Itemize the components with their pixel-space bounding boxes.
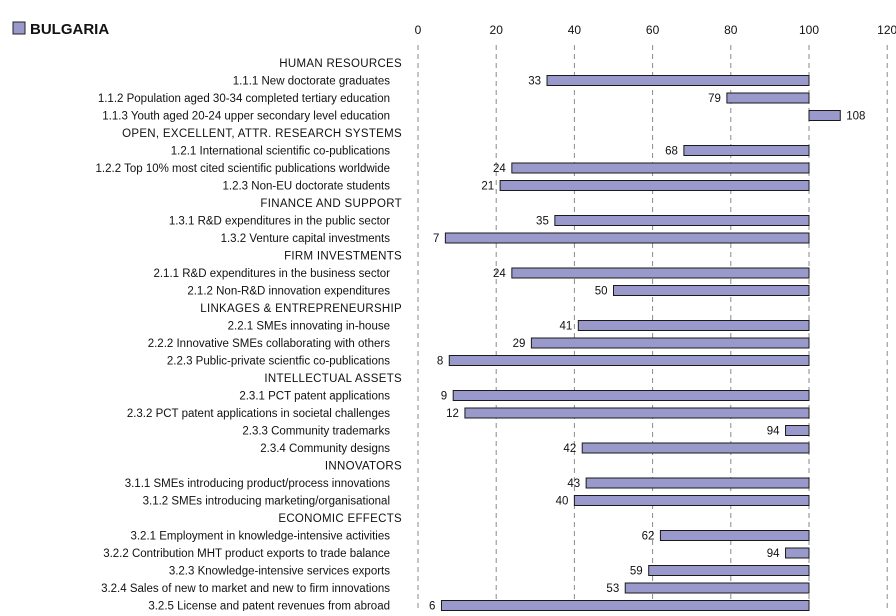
section-header: INTELLECTUAL ASSETS [264,373,402,385]
value-label: 79 [708,93,721,105]
row-label: 2.3.2 PCT patent applications in societa… [127,408,390,420]
value-label: 8 [437,356,443,368]
value-label: 94 [767,548,780,560]
row-label: 1.2.3 Non-EU doctorate students [223,181,391,193]
bar [512,163,809,173]
bar [449,356,809,366]
bar [649,566,809,576]
row-label: 2.2.3 Public-private scientfic co-public… [167,356,390,368]
row-label: 2.1.1 R&D expenditures in the business s… [153,268,390,280]
value-label: 40 [556,496,569,508]
section-header: INNOVATORS [325,461,402,473]
bar [660,531,809,541]
bar [582,443,809,453]
value-label: 53 [606,583,619,595]
value-label: 29 [513,338,526,350]
bar [555,216,809,226]
bar [786,426,809,436]
bar [453,391,809,401]
x-tick-label: 20 [490,23,504,37]
chart-title: BULGARIA [30,21,109,38]
bar [574,496,809,506]
row-label: 3.2.5 License and patent revenues from a… [148,601,390,612]
value-label: 21 [481,181,494,193]
value-label: 62 [642,531,655,543]
row-label: 3.2.4 Sales of new to market and new to … [101,583,390,595]
row-label: 2.3.1 PCT patent applications [239,391,390,403]
row-label: 3.1.2 SMEs introducing marketing/organis… [143,496,390,508]
row-label: 1.2.1 International scientific co-public… [171,146,391,158]
value-label: 94 [767,426,780,438]
row-label: 2.3.4 Community designs [260,443,390,455]
row-label: 2.2.2 Innovative SMEs collaborating with… [148,338,391,350]
value-label: 42 [563,443,576,455]
value-label: 24 [493,163,506,175]
value-label: 50 [595,286,608,298]
x-tick-label: 100 [799,23,819,37]
row-label: 2.1.2 Non-R&D innovation expenditures [187,286,390,298]
row-label: 3.2.1 Employment in knowledge-intensive … [130,531,390,543]
value-label: 24 [493,268,506,280]
value-label: 43 [567,478,580,490]
row-label: 3.2.3 Knowledge-intensive services expor… [169,566,390,578]
row-label: 1.1.1 New doctorate graduates [233,76,391,88]
section-header: HUMAN RESOURCES [279,58,402,70]
bar [441,601,809,611]
bar [547,76,809,86]
row-label: 3.1.1 SMEs introducing product/process i… [125,478,391,490]
x-tick-label: 0 [415,23,422,37]
x-tick-label: 60 [646,23,660,37]
section-header: FIRM INVESTMENTS [284,251,402,263]
value-label: 108 [846,111,865,123]
x-tick-label: 40 [568,23,582,37]
bar [445,233,809,243]
value-label: 7 [433,233,439,245]
value-label: 6 [429,601,435,612]
section-header: ECONOMIC EFFECTS [278,513,402,525]
bar [586,478,809,488]
value-label: 33 [528,76,541,88]
row-label: 1.1.3 Youth aged 20-24 upper secondary l… [102,111,390,123]
legend-swatch [13,22,25,34]
section-header: OPEN, EXCELLENT, ATTR. RESEARCH SYSTEMS [122,128,402,140]
value-label: 12 [446,408,459,420]
bar [625,583,809,593]
bar [614,286,810,296]
bar [500,181,809,191]
section-header: FINANCE AND SUPPORT [260,198,402,210]
value-label: 41 [560,321,573,333]
value-label: 35 [536,216,549,228]
bar [684,146,809,156]
row-label: 1.3.1 R&D expenditures in the public sec… [169,216,390,228]
row-label: 3.2.2 Contribution MHT product exports t… [103,548,390,560]
row-label: 2.3.3 Community trademarks [242,426,390,438]
value-label: 9 [441,391,447,403]
bar [578,321,809,331]
row-label: 1.1.2 Population aged 30-34 completed te… [98,93,390,105]
x-tick-label: 120 [877,23,896,37]
bar [465,408,809,418]
bar [512,268,809,278]
section-header: LINKAGES & ENTREPRENEURSHIP [200,303,402,315]
row-label: 1.3.2 Venture capital investments [221,233,391,245]
bar [786,548,809,558]
bar [727,93,809,103]
x-tick-label: 80 [724,23,738,37]
bar [809,111,840,121]
row-label: 2.2.1 SMEs innovating in-house [228,321,390,333]
value-label: 59 [630,566,643,578]
bar [531,338,809,348]
value-label: 68 [665,146,678,158]
row-label: 1.2.2 Top 10% most cited scientific publ… [96,163,390,175]
